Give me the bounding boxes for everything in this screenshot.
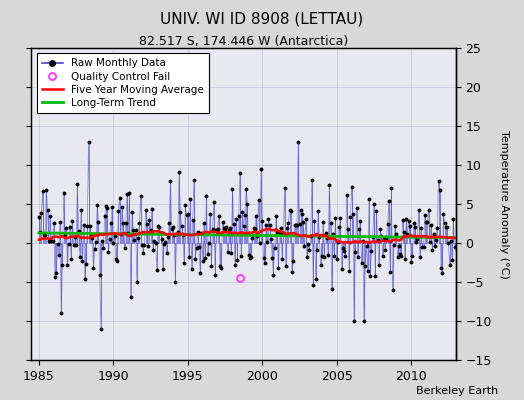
Title: 82.517 S, 174.446 W (Antarctica): 82.517 S, 174.446 W (Antarctica) [139,35,348,48]
Y-axis label: Temperature Anomaly (°C): Temperature Anomaly (°C) [499,130,509,278]
Text: Berkeley Earth: Berkeley Earth [416,386,498,396]
Legend: Raw Monthly Data, Quality Control Fail, Five Year Moving Average, Long-Term Tren: Raw Monthly Data, Quality Control Fail, … [37,53,209,113]
Text: UNIV. WI ID 8908 (LETTAU): UNIV. WI ID 8908 (LETTAU) [160,12,364,27]
